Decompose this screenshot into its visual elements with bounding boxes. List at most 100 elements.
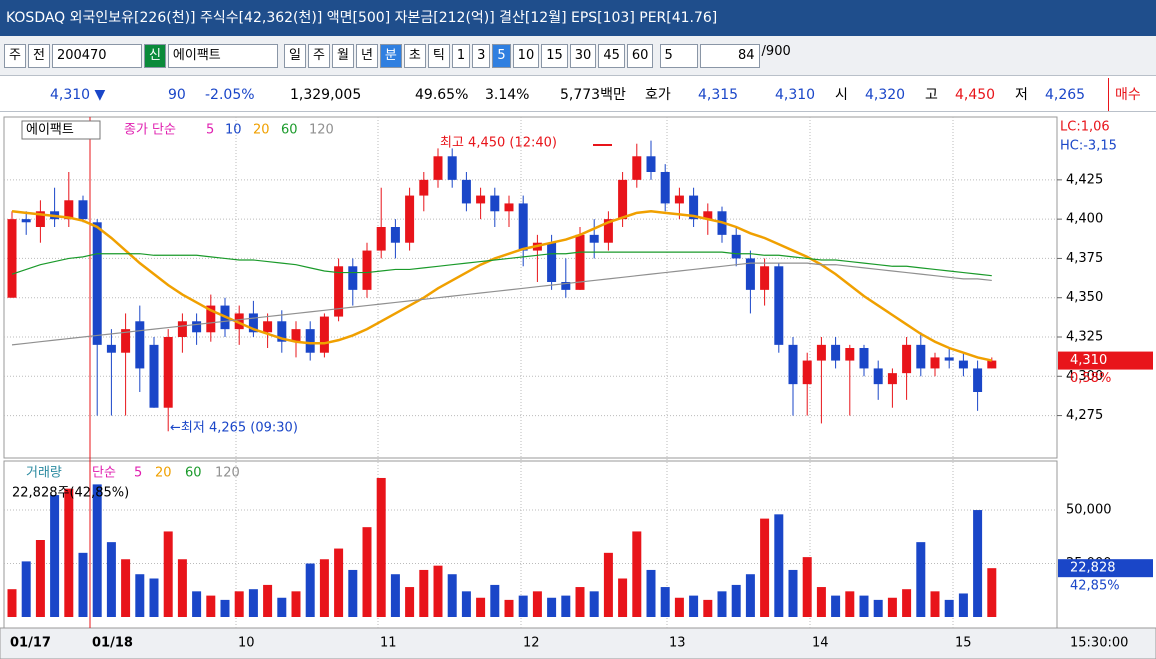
candle-body — [859, 348, 869, 369]
legend-label: 단순 — [92, 466, 116, 481]
candle-body — [362, 250, 372, 290]
period-button[interactable]: 월 — [331, 44, 354, 68]
vol-ratio: 49.65% — [415, 87, 469, 103]
legend-item: 120 — [215, 466, 240, 481]
new-badge[interactable]: 신 — [143, 44, 166, 68]
volume-bar — [234, 591, 244, 617]
count-select[interactable]: 5 — [659, 44, 698, 68]
candle-body — [291, 329, 301, 342]
volume-bar — [206, 595, 216, 617]
menu-item[interactable]: 주 — [4, 44, 26, 68]
quote-label: 호가 — [645, 87, 671, 103]
quote-row: 4,310 ▼ 90 -2.05% 1,329,005 49.65% 3.14%… — [0, 78, 1156, 112]
interval-button[interactable]: 3 — [472, 44, 491, 68]
background — [0, 112, 1156, 659]
period-button[interactable]: 년 — [355, 44, 378, 68]
last-volume-box — [1058, 559, 1153, 578]
interval-button[interactable]: 5 — [492, 44, 511, 68]
range-input[interactable]: 84 — [699, 44, 760, 68]
candle-body — [7, 219, 17, 298]
y-tick-label: 4,350 — [1066, 290, 1103, 305]
menu-item[interactable]: 전 — [27, 44, 50, 68]
candle-body — [802, 360, 812, 385]
volume-bar — [504, 599, 514, 617]
open: 4,320 — [865, 87, 906, 103]
range-max: /900 — [761, 44, 791, 59]
last-price: 4,310 — [1070, 353, 1107, 368]
date-label: 10 — [238, 636, 255, 651]
volume-bar — [291, 591, 301, 617]
period-button[interactable]: 틱 — [427, 44, 450, 68]
candle-body — [774, 266, 784, 345]
y-tick-label: 50,000 — [1066, 503, 1112, 518]
legend-item: 20 — [155, 466, 172, 481]
volume-bar — [149, 578, 159, 617]
y-tick-label: 4,300 — [1066, 369, 1103, 384]
candle-body — [149, 344, 159, 408]
volume-bar — [518, 595, 528, 617]
volume-bar — [717, 591, 727, 617]
interval-button[interactable]: 15 — [541, 44, 568, 68]
volume-bar — [305, 563, 315, 617]
candle-body — [902, 344, 912, 374]
price-panel — [3, 116, 1058, 459]
period-button[interactable]: 분 — [379, 44, 402, 68]
candle-body — [958, 360, 968, 369]
candle-body — [816, 344, 826, 361]
time-label: 15:30:00 — [1070, 636, 1128, 651]
candle-body — [575, 234, 585, 290]
volume-bar — [163, 531, 173, 617]
candle-body — [305, 329, 315, 353]
high-annotation: 최고 4,450 (12:40) — [440, 136, 557, 151]
price: 4,310 ▼ — [50, 87, 106, 103]
bid: 4,310 — [775, 87, 816, 103]
volume-bar — [575, 587, 585, 617]
interval-button[interactable]: 45 — [598, 44, 625, 68]
candle-body — [561, 282, 571, 290]
interval-button[interactable]: 1 — [451, 44, 471, 68]
candle-body — [106, 344, 116, 353]
order-button[interactable]: 매수 — [1108, 78, 1141, 111]
candle-body — [831, 344, 841, 361]
volume-bar — [106, 542, 116, 617]
period-button[interactable]: 일 — [284, 44, 307, 68]
volume-bar — [319, 559, 329, 617]
period-button[interactable]: 주 — [308, 44, 330, 68]
candle-body — [973, 368, 983, 392]
interval-button[interactable]: 60 — [626, 44, 654, 68]
volume-bar — [78, 552, 88, 617]
candle-body — [703, 211, 713, 220]
ma-line — [11, 251, 992, 277]
name-field[interactable]: 에이팩트 — [167, 44, 278, 68]
last-volume-pct: 42,85% — [1070, 579, 1120, 594]
candle-body — [376, 227, 386, 251]
volume-bar — [674, 597, 684, 617]
volume-bar — [21, 561, 31, 617]
last-volume: 22,828 — [1070, 561, 1116, 576]
candle-body — [660, 172, 670, 204]
interval-button[interactable]: 10 — [512, 44, 540, 68]
volume-bar — [348, 569, 358, 617]
interval-button[interactable]: 30 — [569, 44, 597, 68]
candle-body — [916, 344, 926, 369]
candle-body — [263, 321, 273, 333]
low-annotation: ←최저 4,265 (09:30) — [170, 421, 298, 436]
candle-body — [632, 156, 642, 180]
legend-item: 120 — [309, 123, 334, 138]
date-label: 14 — [812, 636, 829, 651]
candle-body — [433, 156, 443, 180]
volume-bar — [390, 574, 400, 617]
volume-bar — [887, 597, 897, 617]
candle-body — [177, 321, 187, 337]
candle-body — [987, 360, 997, 369]
candle-body — [689, 195, 699, 220]
candle-body — [745, 258, 755, 290]
date-label: 13 — [669, 636, 686, 651]
volume-bar — [731, 584, 741, 617]
date-label: 01/18 — [92, 636, 133, 651]
change-pct: -2.05% — [205, 87, 255, 103]
volume-bar — [192, 591, 202, 617]
code-input[interactable]: 200470 — [51, 44, 142, 68]
period-button[interactable]: 초 — [403, 44, 426, 68]
lc-label: LC:1,06 — [1060, 120, 1110, 135]
